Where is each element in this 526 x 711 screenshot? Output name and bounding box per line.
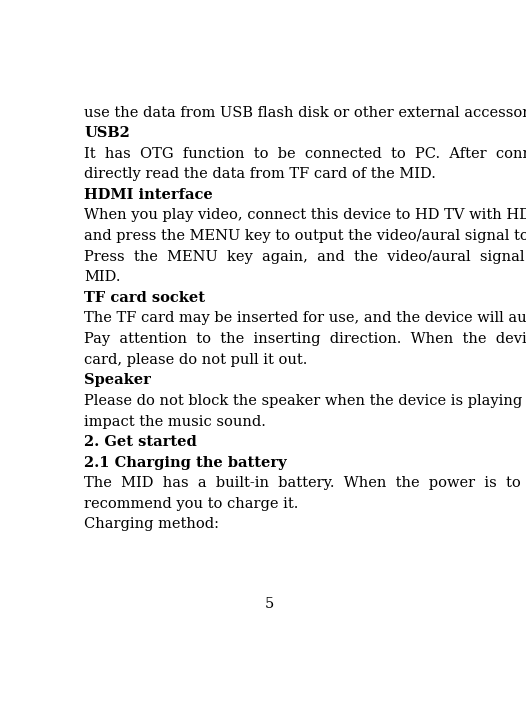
Text: The TF card may be inserted for use, and the device will automatically identify : The TF card may be inserted for use, and… — [84, 311, 526, 326]
Text: and press the MENU key to output the video/aural signal to the HD TV for play.: and press the MENU key to output the vid… — [84, 229, 526, 242]
Text: 2.1 Charging the battery: 2.1 Charging the battery — [84, 456, 287, 470]
Text: HDMI interface: HDMI interface — [84, 188, 213, 202]
Text: Speaker: Speaker — [84, 373, 151, 387]
Text: The  MID  has  a  built-in  battery.  When  the  power  is  to  run  out,  the  : The MID has a built-in battery. When the… — [84, 476, 526, 490]
Text: TF card socket: TF card socket — [84, 291, 205, 304]
Text: USB2: USB2 — [84, 127, 130, 140]
Text: 5: 5 — [265, 597, 274, 611]
Text: Charging method:: Charging method: — [84, 518, 219, 531]
Text: recommend you to charge it.: recommend you to charge it. — [84, 497, 298, 511]
Text: Press  the  MENU  key  again,  and  the  video/aural  signal  will  be  switched: Press the MENU key again, and the video/… — [84, 250, 526, 264]
Text: Pay  attention  to  the  inserting  direction.  When  the  device  reads  the  d: Pay attention to the inserting direction… — [84, 332, 526, 346]
Text: It  has  OTG  function  to  be  connected  to  PC.  After  connection,  the  com: It has OTG function to be connected to P… — [84, 146, 526, 161]
Text: use the data from USB flash disk or other external accessories.: use the data from USB flash disk or othe… — [84, 105, 526, 119]
Text: When you play video, connect this device to HD TV with HDMI connecting wire,: When you play video, connect this device… — [84, 208, 526, 222]
Text: MID.: MID. — [84, 270, 120, 284]
Text: 2. Get started: 2. Get started — [84, 435, 197, 449]
Text: directly read the data from TF card of the MID.: directly read the data from TF card of t… — [84, 168, 436, 181]
Text: Please do not block the speaker when the device is playing music in order not to: Please do not block the speaker when the… — [84, 394, 526, 408]
Text: card, please do not pull it out.: card, please do not pull it out. — [84, 353, 308, 367]
Text: impact the music sound.: impact the music sound. — [84, 415, 266, 429]
